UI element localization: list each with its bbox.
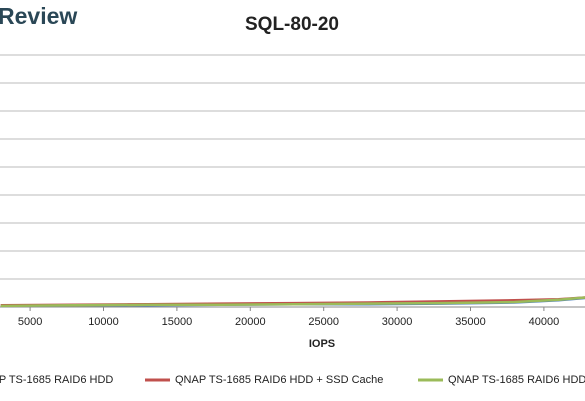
legend-label: QNAP TS-1685 RAID6 HDD (0, 374, 113, 386)
x-tick-label: 30000 (382, 316, 413, 328)
series-line (0, 296, 585, 308)
x-tick-label: 20000 (235, 316, 266, 328)
x-tick-label: 35000 (455, 316, 486, 328)
x-tick-label: 15000 (162, 316, 193, 328)
x-tick-label: 5000 (18, 316, 42, 328)
x-axis-label: IOPS (309, 338, 335, 350)
chart-title: SQL-80-20 (245, 14, 339, 35)
legend-label: QNAP TS-1685 RAID6 HDD (448, 374, 585, 386)
logo: Review (0, 3, 77, 29)
x-tick-label: 40000 (529, 316, 560, 328)
x-tick-label: 25000 (308, 316, 339, 328)
x-tick-label: 10000 (88, 316, 119, 328)
legend-label: QNAP TS-1685 RAID6 HDD + SSD Cache (175, 374, 383, 386)
